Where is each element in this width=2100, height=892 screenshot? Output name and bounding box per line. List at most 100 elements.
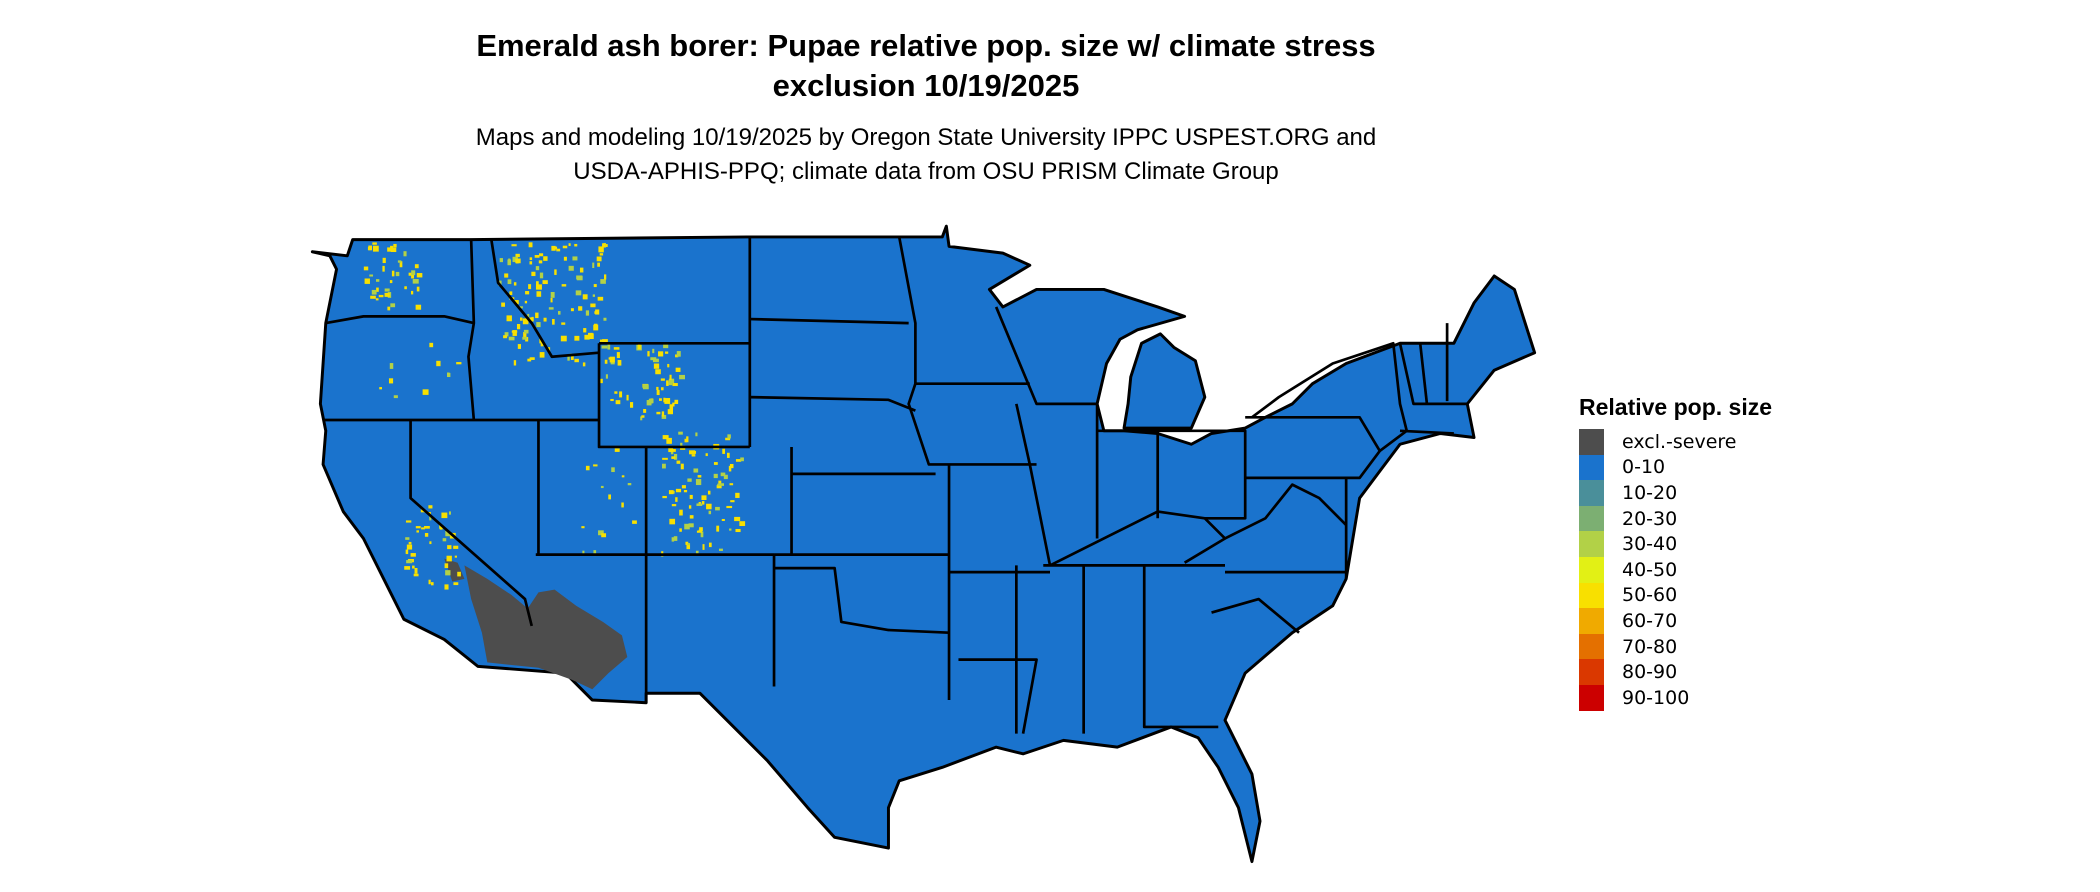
highlight-speck [429,342,434,348]
highlight-speck [406,560,413,564]
highlight-speck [693,468,699,473]
highlight-speck [669,404,674,410]
highlight-speck [683,489,688,493]
highlight-speck [453,545,459,549]
highlight-speck [685,541,689,545]
highlight-speck [700,531,704,538]
highlight-speck [550,297,553,303]
highlight-speck [613,347,620,350]
highlight-speck [531,271,536,277]
highlight-speck [554,269,557,275]
us-mainland [310,224,1537,864]
highlight-speck [583,328,587,333]
highlight-speck [597,262,600,267]
highlight-speck [446,555,452,562]
highlight-speck [667,409,674,415]
highlight-speck [686,543,691,550]
highlight-speck [542,280,548,285]
highlight-speck [382,265,385,272]
legend-label: excl.-severe [1622,430,1737,453]
highlight-speck [726,452,730,458]
highlight-speck [599,253,604,256]
highlight-speck [680,463,684,470]
legend-item: 40-50 [1579,556,1772,583]
highlight-speck [503,335,508,339]
highlight-speck [563,256,567,261]
highlight-speck [540,342,544,347]
highlight-speck [529,261,533,265]
highlight-speck [375,279,380,282]
highlight-speck [728,465,732,472]
highlight-speck [538,260,543,264]
state-border [325,315,475,325]
highlight-speck [430,582,434,586]
state-border [1049,510,1227,567]
highlight-speck [688,523,694,528]
highlight-speck [539,272,544,279]
highlight-speck [686,436,689,443]
highlight-speck [416,530,419,533]
highlight-speck [516,323,521,330]
legend-swatch [1579,505,1604,532]
highlight-speck [718,483,724,486]
highlight-speck [543,317,547,322]
highlight-speck [605,244,608,247]
highlight-speck [375,298,379,301]
highlight-speck [604,359,608,364]
subtitle-line-2: USDA-APHIS-PPQ; climate data from OSU PR… [573,158,1279,185]
highlight-speck [574,335,580,341]
state-border [490,239,600,359]
highlight-speck [680,442,683,448]
highlight-speck [572,256,578,261]
highlight-speck [439,524,443,530]
state-border [467,239,476,421]
map-title: Emerald ash borer: Pupae relative pop. s… [326,26,1526,106]
highlight-speck [445,570,451,576]
highlight-speck [428,579,431,585]
highlight-speck [684,438,687,443]
highlight-speck [668,378,675,383]
state-border [1418,343,1429,405]
highlight-speck [424,532,429,537]
legend-label: 10-20 [1622,481,1678,504]
highlight-speck [601,533,607,538]
highlight-speck [561,284,567,287]
highlight-speck [599,339,604,342]
highlight-speck [558,311,561,315]
highlight-speck [379,387,383,390]
highlight-speck [600,485,604,489]
highlight-speck [687,543,690,546]
highlight-speck [611,467,615,473]
highlight-speck [669,518,676,525]
highlight-speck [372,245,379,252]
highlight-speck [581,526,585,529]
highlight-speck [561,322,566,325]
highlight-speck [616,352,620,359]
highlight-speck [408,272,413,276]
legend-item: 50-60 [1579,582,1772,609]
legend-swatch [1579,582,1604,609]
highlight-speck [403,251,407,257]
state-border [958,658,1038,734]
highlight-speck [662,463,666,469]
highlight-speck [674,453,678,460]
highlight-speck [522,318,529,325]
highlight-speck [585,310,590,316]
highlight-speck [666,380,669,386]
highlight-speck [416,286,420,292]
highlight-speck [395,271,400,277]
highlight-speck [410,290,414,295]
highlight-speck [429,541,432,545]
state-border [409,420,534,627]
legend-swatch [1579,531,1604,557]
highlight-speck [414,264,419,269]
highlight-speck [647,351,650,357]
highlight-speck [535,266,540,271]
legend-label: 50-60 [1622,584,1678,607]
highlight-speck [717,483,721,486]
highlight-speck [508,258,511,264]
highlight-speck [582,294,588,300]
highlight-speck [539,253,544,257]
highlight-speck [621,502,624,508]
